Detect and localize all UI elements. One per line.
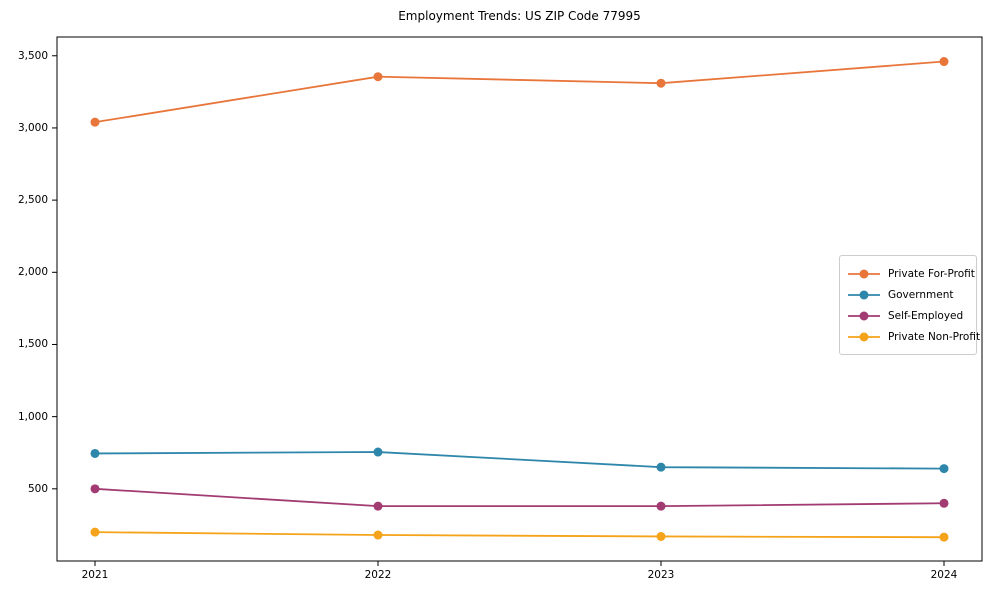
plot-frame: [56, 36, 983, 562]
data-point: [939, 532, 949, 542]
data-point: [656, 501, 666, 511]
data-point: [939, 464, 949, 474]
y-axis-tick-label: 1,000: [17, 410, 48, 423]
data-point: [656, 531, 666, 541]
data-point: [939, 498, 949, 508]
series-line-private-non-profit: [94, 531, 945, 539]
data-point: [656, 78, 666, 88]
legend: Private For-Profit Government Self-Emplo…: [839, 255, 980, 355]
x-axis-tick-label: 2022: [364, 569, 392, 581]
series-line-government: [94, 451, 945, 470]
legend-label: Self-Employed: [888, 309, 964, 322]
chart-title: Employment Trends: US ZIP Code 77995: [398, 9, 641, 23]
series-line-self-employed: [94, 487, 945, 508]
x-axis-tick-label: 2021: [81, 569, 109, 581]
y-axis-tick-label: 3,000: [17, 121, 48, 134]
legend-marker-icon: [848, 311, 880, 320]
data-point: [656, 462, 666, 472]
data-point: [90, 448, 100, 458]
y-axis-tick-label: 2,000: [17, 266, 48, 279]
legend-item-private-for-profit: Private For-Profit: [848, 263, 975, 284]
legend-marker-icon: [848, 290, 880, 299]
y-axis-tick-label: 1,500: [17, 338, 48, 351]
data-point: [90, 484, 100, 494]
legend-item-self-employed: Self-Employed: [848, 305, 968, 326]
data-point: [373, 447, 383, 457]
series-line-private-for-profit: [94, 60, 945, 124]
legend-label: Government: [888, 288, 954, 301]
legend-marker-icon: [848, 332, 880, 341]
legend-marker-icon: [848, 269, 880, 278]
legend-item-private-non-profit: Private Non-Profit: [848, 326, 980, 347]
x-axis-tick-label: 2024: [930, 569, 958, 581]
y-axis-tick-label: 2,500: [17, 194, 48, 207]
data-point: [90, 117, 100, 127]
y-axis-tick-label: 500: [27, 482, 48, 495]
legend-label: Private Non-Profit: [888, 330, 981, 343]
legend-item-government: Government: [848, 284, 968, 305]
legend-label: Private For-Profit: [888, 267, 975, 280]
x-axis-tick-label: 2023: [647, 569, 675, 581]
data-point: [373, 72, 383, 82]
y-axis-tick-label: 3,500: [17, 49, 48, 62]
data-point: [373, 530, 383, 540]
data-point: [90, 527, 100, 537]
data-point: [939, 57, 949, 67]
data-point: [373, 501, 383, 511]
